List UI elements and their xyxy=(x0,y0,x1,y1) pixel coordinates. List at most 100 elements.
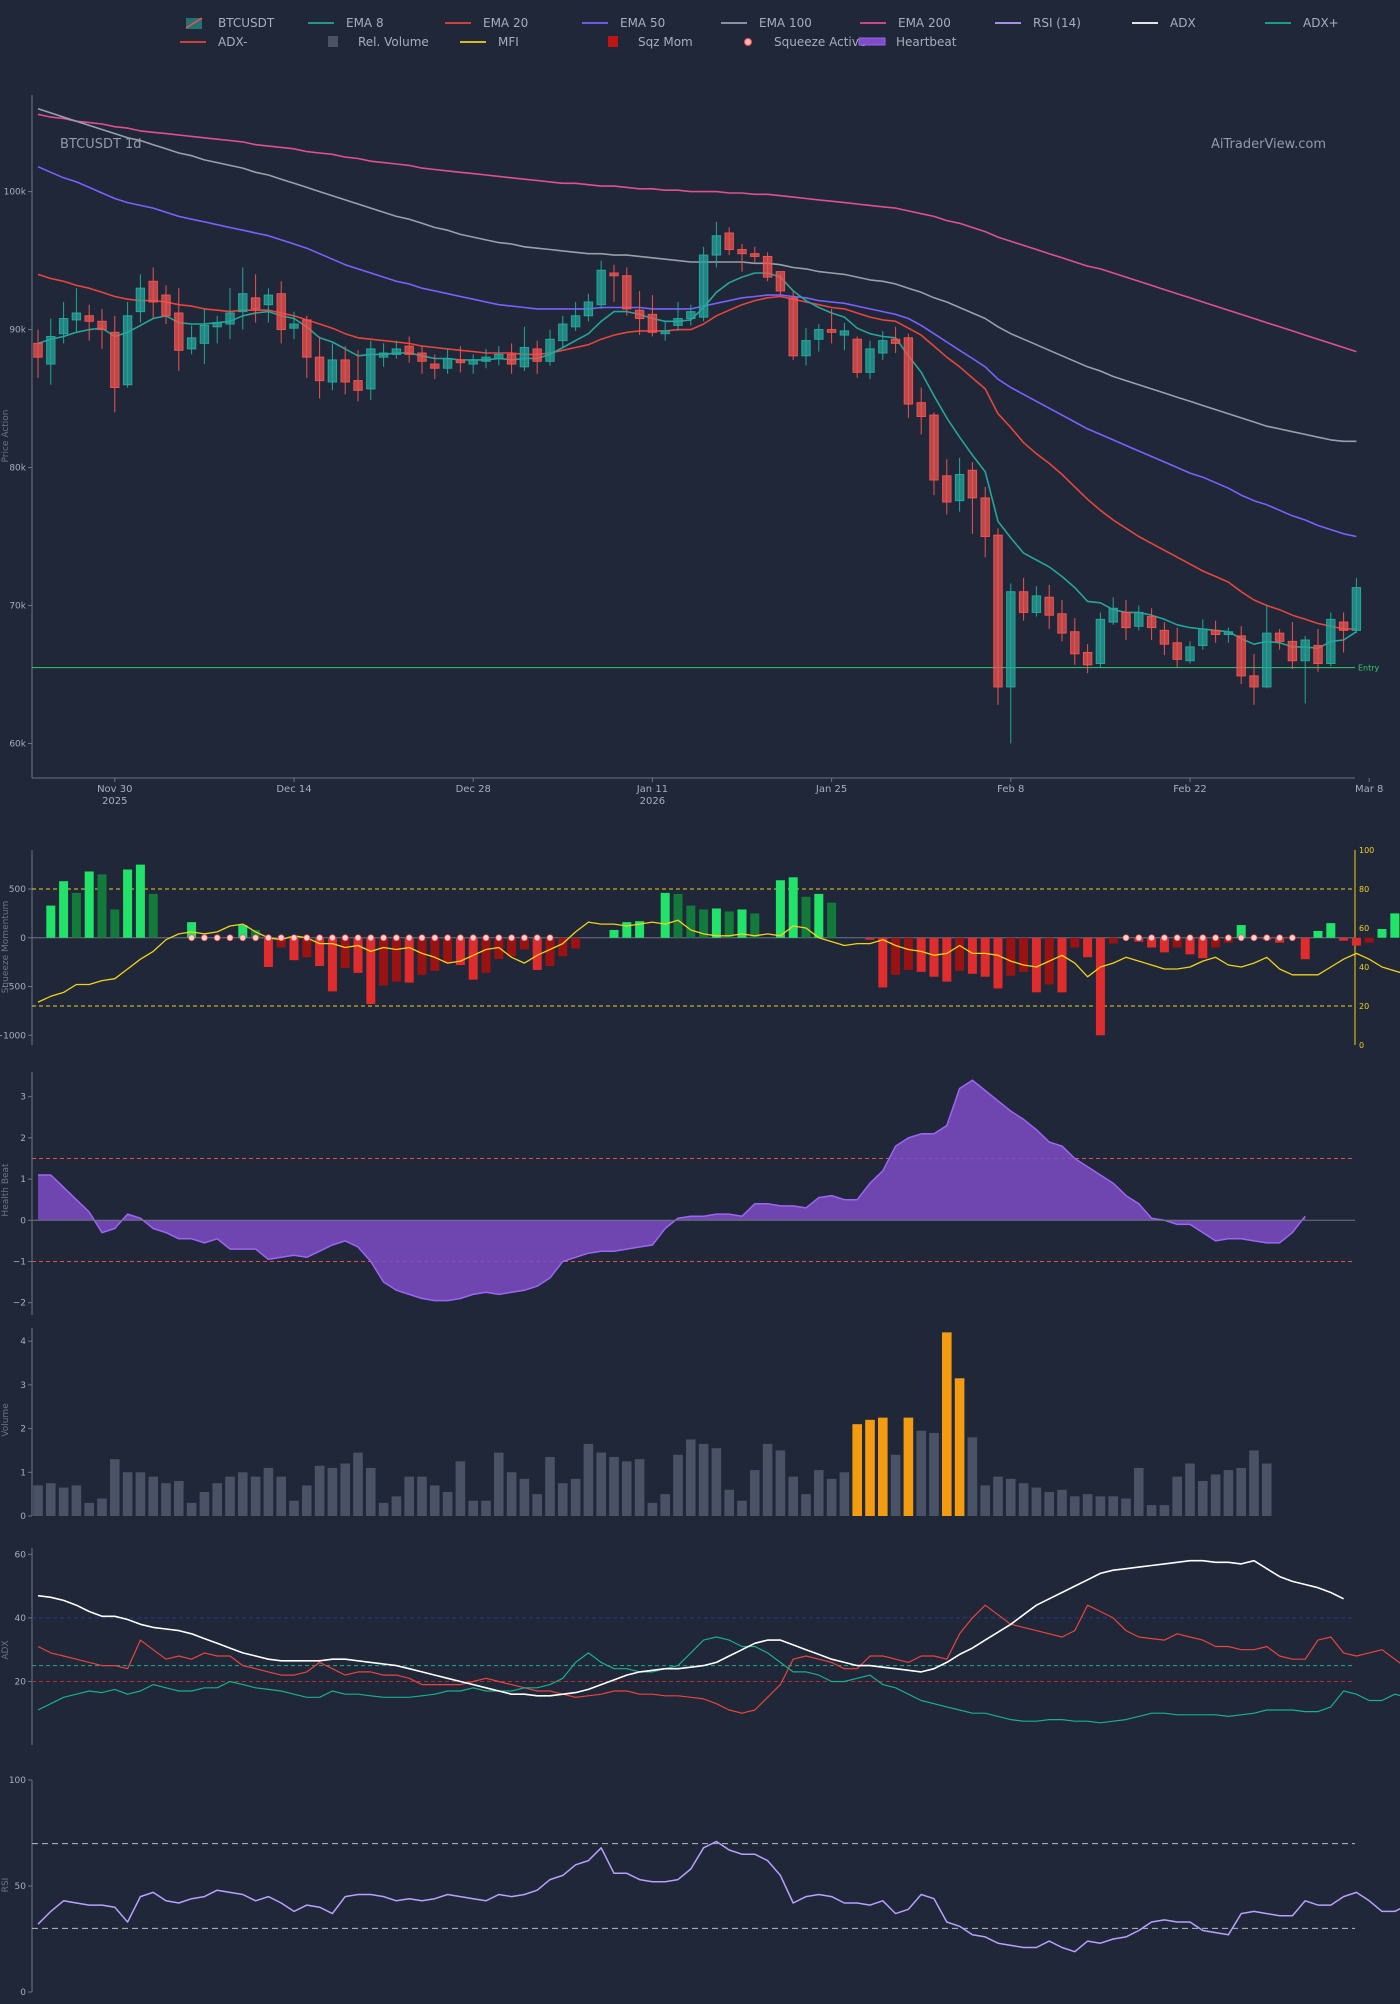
volume-bar xyxy=(622,1461,632,1516)
sqz-mom-bar xyxy=(929,937,939,977)
sqz-mom-bar xyxy=(481,937,491,973)
candle-body xyxy=(545,338,555,362)
candle-body xyxy=(532,348,542,362)
candle-body xyxy=(506,353,517,365)
sqz-mom-bar xyxy=(366,937,376,1005)
sqz-mom-bar xyxy=(660,892,670,938)
candle-body xyxy=(417,352,427,362)
volume-bar xyxy=(366,1467,376,1516)
volume-bar xyxy=(993,1476,1003,1516)
legend-item-label: BTCUSDT xyxy=(218,16,275,30)
volume-bar xyxy=(353,1452,363,1516)
candle-body xyxy=(238,293,248,313)
squeeze-active-dot xyxy=(469,934,477,942)
candle-body xyxy=(1095,618,1106,664)
volume-ytick-label: 4 xyxy=(20,1337,26,1347)
sqz-mom-bar xyxy=(1019,937,1029,972)
sqz-mom-bar xyxy=(1377,928,1387,938)
sqz-mom-bar xyxy=(993,937,1003,989)
sqz-mom-bar xyxy=(942,937,952,982)
sqz-mom-bar xyxy=(1390,913,1400,938)
candle-body xyxy=(1108,607,1118,623)
heartbeat-ytick-label: −1 xyxy=(13,1257,26,1267)
squeeze-active-dot xyxy=(1263,934,1271,942)
watermark: AiTraderView.com xyxy=(1211,137,1326,152)
legend-item-label: EMA 50 xyxy=(620,16,665,30)
volume-bar xyxy=(46,1483,56,1516)
volume-ytick-label: 3 xyxy=(20,1381,26,1391)
candle-body xyxy=(58,318,69,335)
volume-bar xyxy=(404,1476,414,1516)
candle-body xyxy=(1134,611,1144,627)
sqz-mom-bar xyxy=(1095,937,1105,1036)
sqz-mom-bar xyxy=(1351,937,1361,946)
volume-bar xyxy=(314,1465,325,1516)
candle-body xyxy=(468,359,478,365)
squeeze-active-dot xyxy=(264,934,272,942)
volume-bar xyxy=(430,1485,440,1516)
price-panel: 60k 70k 80k 90k 100k Price Action BTCUSDT 1d Ai… xyxy=(1,95,1383,807)
sqz-mom-bar xyxy=(737,909,747,938)
volume-bar xyxy=(1236,1467,1246,1516)
sqz-mom-bar xyxy=(878,937,888,988)
volume-bar xyxy=(724,1489,734,1516)
squeeze-active-dot xyxy=(200,934,208,942)
candle-body xyxy=(1070,631,1080,655)
candle-body xyxy=(980,497,990,538)
ema-line-ema20 xyxy=(37,273,1357,630)
date-tick-label: Nov 30 xyxy=(97,784,132,795)
volume-bar xyxy=(110,1459,120,1516)
squeeze-active-dot xyxy=(431,934,439,942)
volume-bar xyxy=(942,1332,952,1516)
candle-body xyxy=(161,294,171,317)
volume-bar xyxy=(1134,1467,1144,1516)
sqz-mom-bar xyxy=(251,929,261,938)
volume-bar xyxy=(1095,1496,1106,1516)
sqz-mom-bar xyxy=(84,871,94,938)
price-ytick-label: 80k xyxy=(9,464,26,474)
chart-symbol-title: BTCUSDT 1d xyxy=(60,137,142,152)
adx-axis-label: ADX xyxy=(1,1640,11,1659)
squeeze-axis-label: Squeeze Momentum xyxy=(1,901,11,994)
volume-ytick-label: 2 xyxy=(20,1425,26,1435)
squeeze-active-dot xyxy=(341,934,349,942)
volume-bar xyxy=(762,1443,773,1516)
sqz-mom-bar xyxy=(1172,937,1182,948)
adx-ytick-label: 20 xyxy=(15,1677,27,1687)
volume-bar xyxy=(199,1491,210,1516)
candle-body xyxy=(916,402,926,417)
squeeze-right-tick-label: 0 xyxy=(1359,1041,1364,1050)
candle-body xyxy=(814,329,824,340)
volume-ytick-label: 0 xyxy=(20,1512,26,1522)
sqz-mom-bar xyxy=(673,893,683,938)
heartbeat-panel: −2 −1 0 1 2 3 Health Beat xyxy=(1,1072,1355,1315)
candle-body xyxy=(1249,675,1259,688)
squeeze-active-dot xyxy=(188,934,196,942)
candle-body xyxy=(225,312,235,325)
candle-body xyxy=(596,269,606,306)
squeeze-active-dot xyxy=(1237,934,1245,942)
squeeze-active-dot xyxy=(277,934,285,942)
candle-body xyxy=(276,293,286,331)
legend-1-0-candle-icon-stroke xyxy=(185,17,203,29)
candle-body xyxy=(993,534,1003,688)
squeeze-active-dot xyxy=(239,934,247,942)
candle-body xyxy=(1031,595,1042,613)
heartbeat-ytick-label: 0 xyxy=(20,1216,26,1226)
heartbeat-ytick-label: 2 xyxy=(20,1134,26,1144)
sqz-mom-bar xyxy=(276,937,286,948)
volume-bar xyxy=(839,1472,850,1516)
volume-bar xyxy=(1223,1470,1234,1516)
volume-bar xyxy=(660,1494,670,1516)
volume-bar xyxy=(1070,1496,1080,1516)
sqz-mom-bar xyxy=(699,909,709,938)
sqz-mom-bar xyxy=(430,937,440,971)
candle-body xyxy=(878,340,888,354)
volume-bar xyxy=(276,1476,286,1516)
volume-bar xyxy=(263,1467,274,1516)
candle-body xyxy=(212,322,222,328)
squeeze-active-dot xyxy=(290,934,298,942)
candle-body xyxy=(622,275,632,310)
price-ytick-label: 90k xyxy=(9,326,26,336)
